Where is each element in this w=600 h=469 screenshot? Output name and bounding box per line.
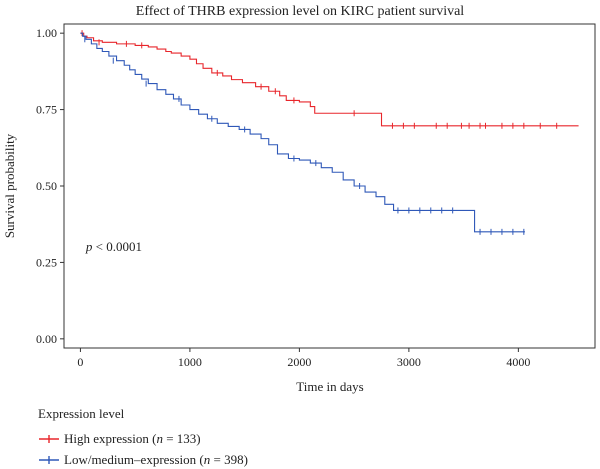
x-tick-label: 3000 <box>397 355 421 369</box>
x-tick-label: 2000 <box>287 355 311 369</box>
chart-title: Effect of THRB expression level on KIRC … <box>136 4 465 19</box>
legend-label-high: High expression (n = 133) <box>64 431 201 446</box>
p-value-annotation: p < 0.0001 <box>85 239 142 254</box>
p-value-text: < 0.0001 <box>92 239 142 254</box>
x-tick-label: 0 <box>77 355 83 369</box>
y-axis: 0.00 0.25 0.50 0.75 1.00 <box>36 26 64 346</box>
legend-title: Expression level <box>38 406 125 421</box>
legend-label-low-medium: Low/medium–expression (n = 398) <box>64 452 248 467</box>
x-axis: 0 1000 2000 3000 4000 <box>77 348 530 369</box>
y-tick-label: 0.25 <box>36 255 57 269</box>
p-value-symbol: p <box>85 239 93 254</box>
y-tick-label: 0.50 <box>36 179 57 193</box>
legend-swatch-low-medium <box>39 456 59 464</box>
y-tick-label: 1.00 <box>36 26 57 40</box>
y-tick-label: 0.75 <box>36 103 57 117</box>
legend-item-high: High expression (n = 133) <box>38 430 201 448</box>
y-axis-label: Survival probability <box>2 133 17 238</box>
legend-item-low-medium: Low/medium–expression (n = 398) <box>38 451 248 469</box>
survival-curve-low-medium <box>80 32 525 233</box>
survival-curve-high <box>80 32 579 127</box>
y-tick-label: 0.00 <box>36 332 57 346</box>
x-tick-label: 1000 <box>178 355 202 369</box>
legend-swatch-high <box>39 435 59 443</box>
x-tick-label: 4000 <box>506 355 530 369</box>
series-layer <box>80 30 579 235</box>
x-axis-label: Time in days <box>296 379 363 394</box>
plot-border <box>63 23 596 349</box>
